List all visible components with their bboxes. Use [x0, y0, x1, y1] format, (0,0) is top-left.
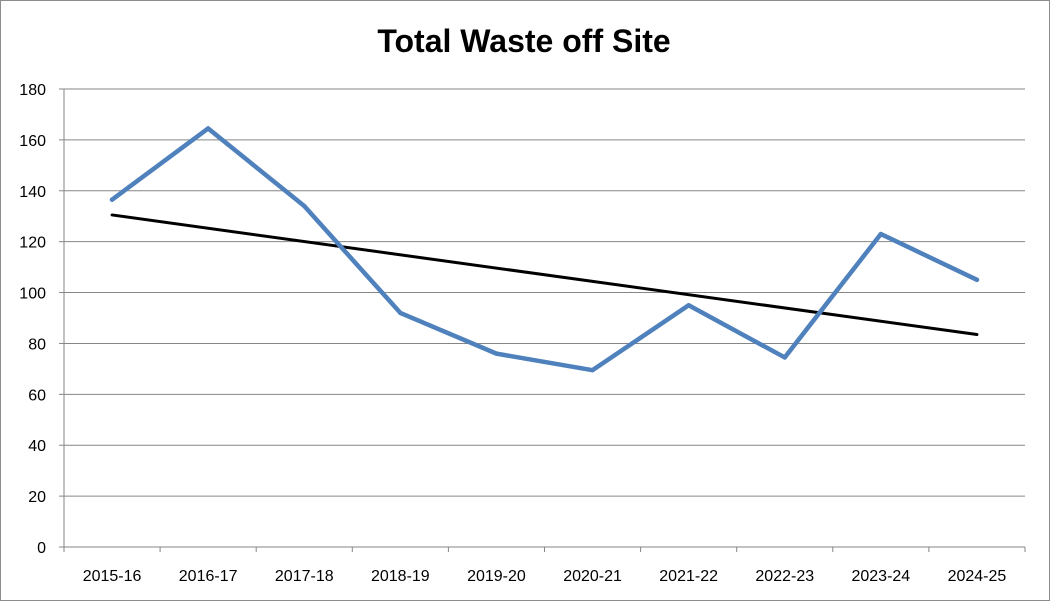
data-point [398, 310, 403, 316]
gridlines [64, 88, 1025, 497]
x-axis-tick-labels: 2015-16 2016-17 2017-18 2018-19 2019-20 2020-… [83, 568, 1007, 585]
data-point [205, 126, 211, 131]
data-point [686, 303, 691, 308]
data-point [109, 197, 115, 202]
x-tick-label: 2024-25 [948, 568, 1007, 585]
series-line [109, 126, 980, 373]
y-tick-label: 20 [28, 489, 46, 506]
data-point [302, 203, 307, 209]
chart-title: Total Waste off Site [377, 23, 670, 59]
axes [59, 88, 1026, 552]
y-tick-label: 40 [28, 438, 46, 455]
x-tick-label: 2020-21 [563, 568, 622, 585]
data-point [494, 351, 499, 356]
y-tick-label: 140 [19, 184, 46, 201]
series-layer [109, 126, 980, 373]
y-tick-label: 180 [19, 82, 46, 99]
x-tick-label: 2022-23 [755, 568, 814, 585]
y-axis-tick-labels: 0 20 40 60 80 100 120 140 160 180 [19, 82, 46, 557]
y-tick-label: 0 [37, 540, 46, 557]
y-tick-label: 80 [28, 336, 46, 353]
y-tick-label: 60 [28, 387, 46, 404]
y-tick-label: 100 [19, 286, 46, 303]
x-tick-label: 2015-16 [83, 568, 142, 585]
data-point [782, 355, 787, 360]
x-tick-label: 2019-20 [467, 568, 526, 585]
x-tick-label: 2023-24 [851, 568, 910, 585]
y-tick-label: 120 [19, 235, 46, 252]
y-tick-label: 160 [19, 133, 46, 150]
x-tick-label: 2016-17 [179, 568, 238, 585]
linear-trendline [110, 213, 979, 337]
x-tick-label: 2017-18 [275, 568, 334, 585]
data-point [590, 367, 595, 373]
x-tick-label: 2018-19 [371, 568, 430, 585]
trendline-layer [110, 213, 979, 337]
x-tick-label: 2021-22 [659, 568, 718, 585]
data-point [878, 231, 884, 237]
data-point [974, 277, 980, 283]
